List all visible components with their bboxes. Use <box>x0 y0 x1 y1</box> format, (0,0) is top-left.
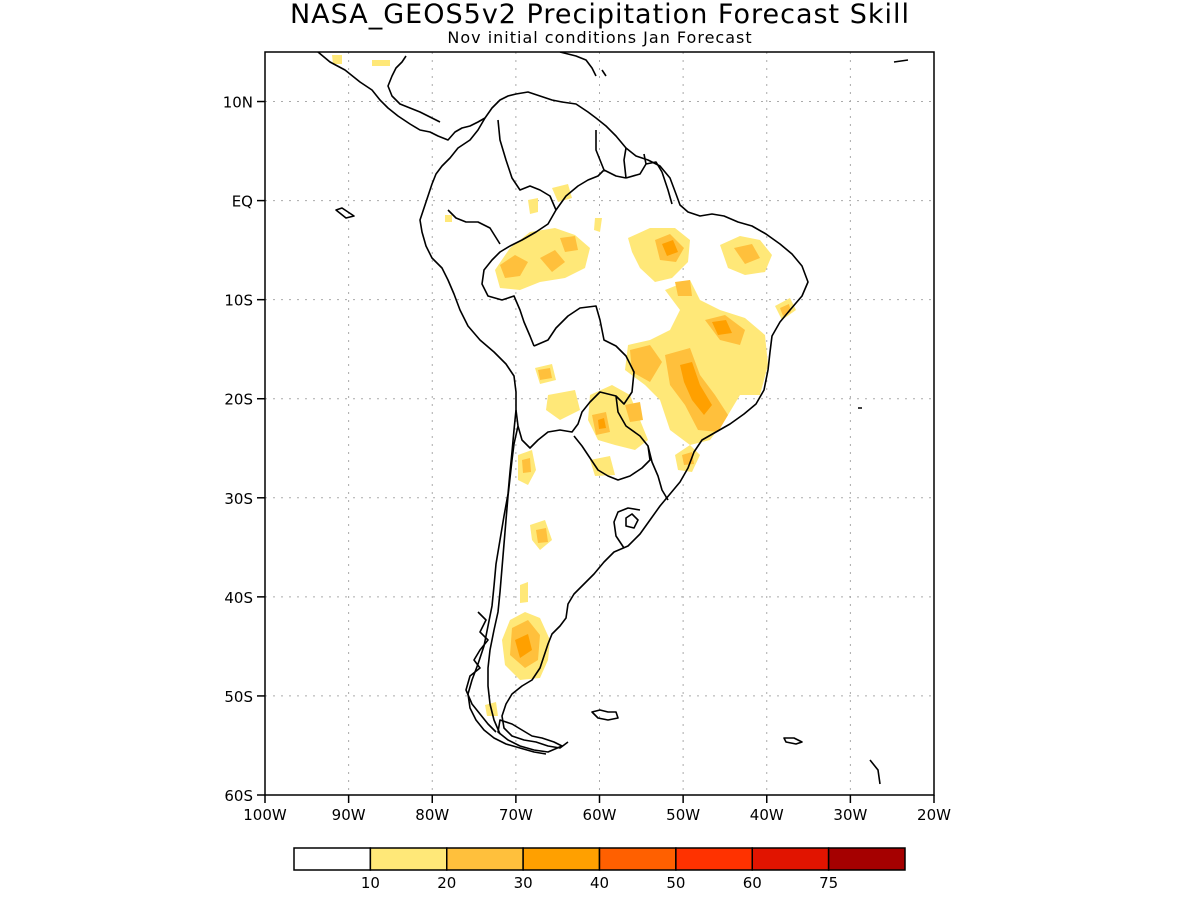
skill-patch <box>520 582 528 603</box>
coastline-tierra-del-fuego <box>497 719 563 753</box>
coastline-chile-archipelago <box>465 611 497 733</box>
y-axis-ticks: 10N EQ 10S 20S 30S 40S 50S 60S <box>223 94 265 805</box>
skill-patch <box>546 390 580 420</box>
skill-patch <box>662 240 678 256</box>
x-axis-ticks: 100W 90W 80W 70W 60W 50W 40W 30W 20W <box>243 795 951 824</box>
x-tick-label: 100W <box>243 806 287 824</box>
y-tick-label: 10N <box>223 94 253 112</box>
skill-patch <box>630 345 662 382</box>
colorbar-label: 20 <box>437 874 456 892</box>
skill-patch <box>445 215 452 222</box>
skill-patch <box>500 255 528 278</box>
border-lines <box>447 119 673 735</box>
x-tick-label: 20W <box>917 806 951 824</box>
colorbar: 10 20 30 40 50 60 75 <box>293 847 906 892</box>
skill-patch <box>675 280 692 296</box>
y-tick-label: 60S <box>224 787 253 805</box>
skill-patch <box>536 528 548 543</box>
map-subtitle: Nov initial conditions Jan Forecast <box>447 28 753 47</box>
coastline-falklands <box>591 709 619 721</box>
x-tick-label: 40W <box>750 806 784 824</box>
coastline-lagoon <box>625 513 639 529</box>
colorbar-label: 75 <box>819 874 838 892</box>
colorbar-swatch <box>598 847 677 871</box>
coastlines <box>317 52 909 785</box>
map-title: NASA_GEOS5v2 Precipitation Forecast Skil… <box>289 0 911 30</box>
skill-patch <box>522 458 531 473</box>
skill-patch <box>515 634 532 658</box>
colorbar-swatch <box>751 847 830 871</box>
skill-patch <box>680 362 712 415</box>
skill-patch <box>538 368 552 380</box>
coastline-central-america <box>317 52 486 141</box>
y-tick-label: 50S <box>224 688 253 706</box>
x-tick-label: 90W <box>332 806 366 824</box>
colorbar-label: 10 <box>361 874 380 892</box>
x-tick-label: 70W <box>499 806 533 824</box>
skill-patch <box>332 55 342 64</box>
colorbar-swatch <box>675 847 753 871</box>
skill-shading <box>332 55 796 716</box>
skill-patch <box>372 60 390 66</box>
y-tick-label: 10S <box>224 292 253 310</box>
skill-patch <box>528 198 538 214</box>
coastline-south-georgia <box>783 737 803 745</box>
y-tick-label: EQ <box>232 193 253 211</box>
colorbar-label: 30 <box>514 874 533 892</box>
colorbar-swatch <box>293 847 372 871</box>
coastline-south-america <box>419 91 809 755</box>
skill-patch <box>590 456 615 476</box>
skill-patch <box>560 236 578 252</box>
coastline-galapagos <box>335 207 355 219</box>
colorbar-swatch <box>446 847 524 871</box>
colorbar-label: 40 <box>590 874 609 892</box>
y-tick-label: 40S <box>224 589 253 607</box>
skill-patch <box>552 184 572 202</box>
coastline-islands <box>858 59 909 785</box>
x-tick-label: 50W <box>666 806 700 824</box>
y-tick-label: 30S <box>224 490 253 508</box>
coastline-caribbean-islands <box>559 52 607 77</box>
skill-patch <box>734 244 760 264</box>
colorbar-label: 60 <box>743 874 762 892</box>
colorbar-swatch <box>522 847 601 871</box>
skill-patch <box>540 250 565 272</box>
skill-patch <box>594 218 602 232</box>
x-tick-label: 30W <box>833 806 867 824</box>
skill-patch <box>598 418 606 429</box>
colorbar-swatch <box>827 847 906 871</box>
skill-patch <box>588 385 648 450</box>
skill-patch <box>625 402 643 422</box>
x-tick-label: 60W <box>583 806 617 824</box>
colorbar-swatch <box>369 847 448 871</box>
colorbar-label: 50 <box>666 874 685 892</box>
skill-patch <box>712 320 732 335</box>
x-tick-label: 80W <box>415 806 449 824</box>
y-tick-label: 20S <box>224 391 253 409</box>
